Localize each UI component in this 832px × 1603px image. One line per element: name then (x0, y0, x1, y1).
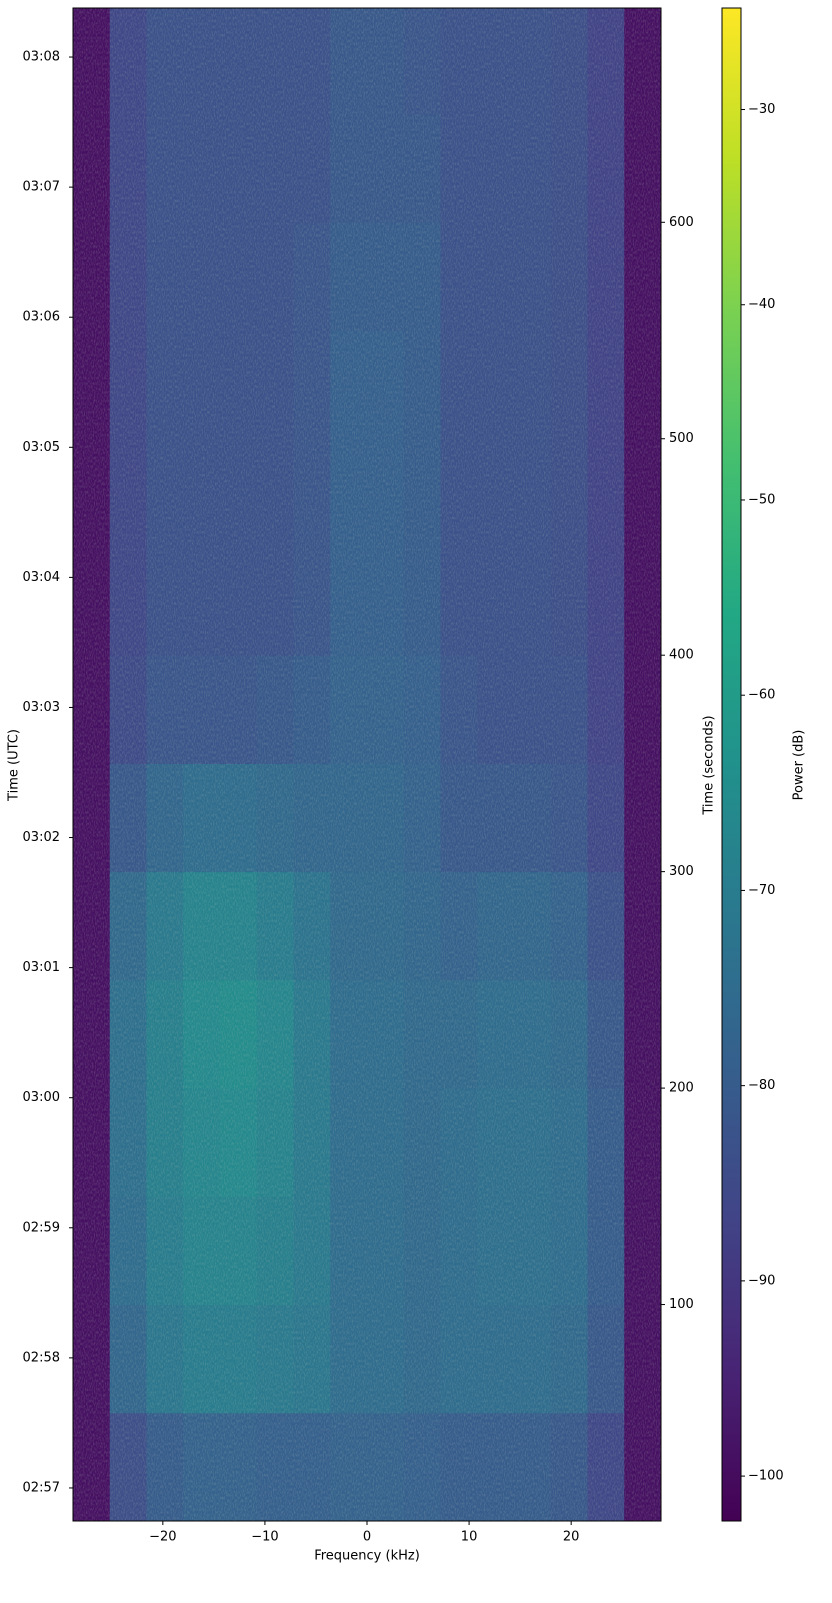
y-tick-label: 03:01 (23, 960, 60, 975)
colorbar-tick-label: −60 (748, 688, 775, 703)
texture (73, 8, 661, 1521)
x-axis-label: Frequency (kHz) (314, 1549, 420, 1564)
x-tick-label: 10 (461, 1530, 478, 1545)
y-tick-label: 03:07 (23, 180, 60, 195)
y-tick-label: 02:58 (23, 1350, 60, 1365)
colorbar-tick-label: −90 (748, 1273, 775, 1288)
colorbar-tick-label: −70 (748, 883, 775, 898)
y-axis-label: Time (UTC) (7, 729, 22, 802)
y2-tick-label: 600 (669, 215, 694, 230)
y2-tick-label: 100 (669, 1297, 694, 1312)
y2-tick-label: 200 (669, 1081, 694, 1096)
x-tick-label: 20 (563, 1530, 580, 1545)
y-tick-label: 03:03 (23, 700, 60, 715)
x-tick-label: −10 (251, 1530, 278, 1545)
y-tick-label: 02:59 (23, 1220, 60, 1235)
y-tick-label: 03:08 (23, 50, 60, 65)
colorbar (721, 7, 742, 1522)
colorbar-tick-label: −30 (748, 102, 775, 117)
x-tick-label: 0 (363, 1530, 371, 1545)
colorbar-tick-label: −80 (748, 1078, 775, 1093)
y-tick-label: 03:06 (23, 310, 60, 325)
y2-axis-label: Time (seconds) (702, 715, 717, 815)
y2-tick-label: 300 (669, 864, 694, 879)
y2-tick-label: 500 (669, 431, 694, 446)
y-tick-label: 03:05 (23, 440, 60, 455)
colorbar-tick-label: −50 (748, 492, 775, 507)
y-tick-label: 03:00 (23, 1090, 60, 1105)
colorbar-label: Power (dB) (792, 730, 807, 801)
y2-tick-label: 400 (669, 648, 694, 663)
colorbar-tick-label: −100 (748, 1469, 784, 1484)
colorbar-tick-label: −40 (748, 297, 775, 312)
x-tick-label: −20 (149, 1530, 176, 1545)
y-tick-label: 02:57 (23, 1480, 60, 1495)
y-tick-label: 03:02 (23, 830, 60, 845)
y-tick-label: 03:04 (23, 570, 60, 585)
